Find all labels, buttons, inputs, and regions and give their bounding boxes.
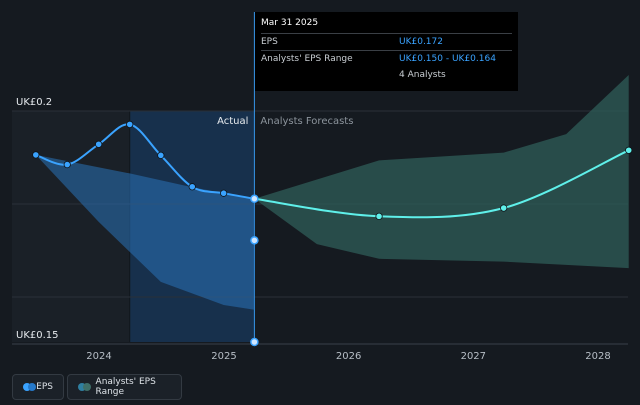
series-0-point-5	[188, 183, 196, 191]
series-1-point-2	[500, 204, 508, 212]
eps-range-legend-swatch-icon	[78, 383, 91, 391]
tooltip-row-range: Analysts' EPS Range UK£0.150 - UK£0.164	[261, 50, 512, 67]
series-line-1	[254, 149, 630, 219]
eps-legend-swatch-icon	[23, 383, 37, 391]
series-0-point-6	[220, 189, 228, 197]
x-tick-2025: 2025	[211, 351, 236, 362]
x-tick-2027: 2027	[461, 351, 486, 362]
x-tick-2024: 2024	[86, 351, 111, 362]
tooltip-range-value: UK£0.150 - UK£0.164	[399, 54, 496, 64]
tooltip-range-label: Analysts' EPS Range	[261, 54, 353, 64]
current-eps-marker	[250, 194, 259, 204]
tooltip-eps-value: UK£0.172	[399, 37, 443, 47]
series-0-point-1	[63, 160, 71, 169]
legend-eps-label: EPS	[36, 382, 53, 392]
tooltip-row-eps: EPS UK£0.172	[261, 33, 512, 50]
eps-chart: UK£0.2 UK£0.15 Actual Analysts Forecasts 202…	[12, 12, 633, 362]
legend-item-eps[interactable]: EPS	[12, 374, 64, 400]
series-0-point-2	[95, 140, 103, 148]
x-tick-2028: 2028	[585, 351, 610, 362]
series-0-point-4	[157, 151, 165, 159]
tooltip-analysts-spacer	[261, 70, 399, 80]
legend-eps-range-label: Analysts' EPS Range	[95, 377, 156, 397]
actual-section-label: Actual	[217, 116, 248, 127]
tooltip-row-analysts: 4 Analysts	[261, 67, 512, 83]
forecast-section-label: Analysts Forecasts	[260, 116, 353, 127]
legend-item-eps-range[interactable]: Analysts' EPS Range	[67, 374, 182, 400]
y-axis-min-label: UK£0.15	[16, 330, 59, 341]
y-axis-max-label: UK£0.2	[16, 97, 52, 108]
data-tooltip: Mar 31 2025 EPS UK£0.172 Analysts' EPS R…	[255, 12, 518, 91]
series-0-point-0	[32, 151, 40, 159]
x-tick-2026: 2026	[336, 351, 361, 362]
tooltip-analysts-count: 4 Analysts	[399, 70, 446, 80]
range-marker-1	[250, 337, 259, 347]
past-eps-range-area	[35, 154, 255, 310]
series-1-point-3	[625, 146, 633, 154]
forecast-eps-range-area	[254, 75, 629, 269]
series-1-point-1	[375, 212, 383, 220]
series-0-point-3	[126, 120, 134, 128]
range-marker-0	[250, 236, 259, 245]
tooltip-eps-label: EPS	[261, 37, 278, 47]
tooltip-date: Mar 31 2025	[261, 18, 319, 28]
